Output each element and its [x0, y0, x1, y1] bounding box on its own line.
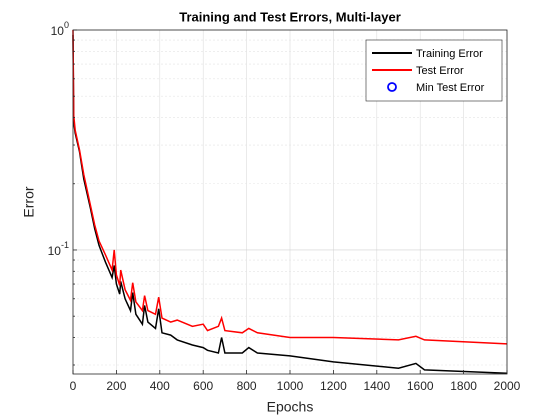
- legend-label: Min Test Error: [416, 82, 485, 94]
- y-tick-label: 10-1: [48, 240, 69, 258]
- legend-marker: [387, 82, 397, 92]
- x-tick-label: 1200: [320, 379, 347, 393]
- x-tick-label: 1000: [277, 379, 304, 393]
- x-tick-label: 1400: [363, 379, 390, 393]
- x-tick-label: 0: [70, 379, 77, 393]
- ticks: 0 200 400 600 800 1000 1200 1400 1600 1800 2000 100…: [48, 20, 521, 393]
- x-tick-label: 2000: [494, 379, 521, 393]
- lines: [72, 29, 508, 375]
- series-line: [72, 34, 508, 375]
- x-tick-label: 1800: [450, 379, 477, 393]
- legend: Training Error Test Error Min Test Error: [365, 39, 503, 102]
- y-axis-label: Error: [21, 186, 37, 217]
- legend-label: Test Error: [416, 65, 464, 77]
- series-line: [72, 29, 508, 345]
- legend-label: Training Error: [416, 48, 483, 60]
- y-tick-label: 100: [51, 20, 69, 38]
- chart-title: Training and Test Errors, Multi-layer: [179, 9, 401, 24]
- x-axis-label: Epochs: [267, 399, 314, 415]
- x-tick-label: 1600: [407, 379, 434, 393]
- x-tick-label: 400: [150, 379, 170, 393]
- x-tick-label: 600: [193, 379, 213, 393]
- x-tick-label: 800: [237, 379, 257, 393]
- x-tick-label: 200: [106, 379, 126, 393]
